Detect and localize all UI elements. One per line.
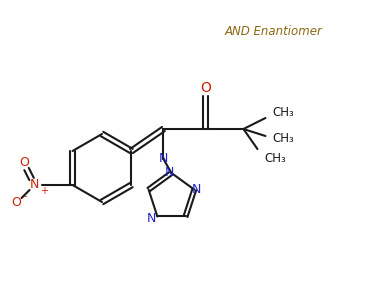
Text: CH₃: CH₃ [273,133,294,146]
Text: N: N [147,212,156,225]
Text: AND Enantiomer: AND Enantiomer [224,26,322,38]
Text: O: O [200,81,211,95]
Text: CH₃: CH₃ [273,106,294,119]
Text: N: N [165,167,174,179]
Text: N: N [192,183,201,196]
Text: +: + [39,186,47,196]
Text: O: O [20,157,30,170]
Text: CH₃: CH₃ [265,153,286,165]
Text: -: - [24,191,27,201]
Text: N: N [30,178,39,192]
Text: N: N [159,151,168,164]
Text: O: O [12,196,22,209]
